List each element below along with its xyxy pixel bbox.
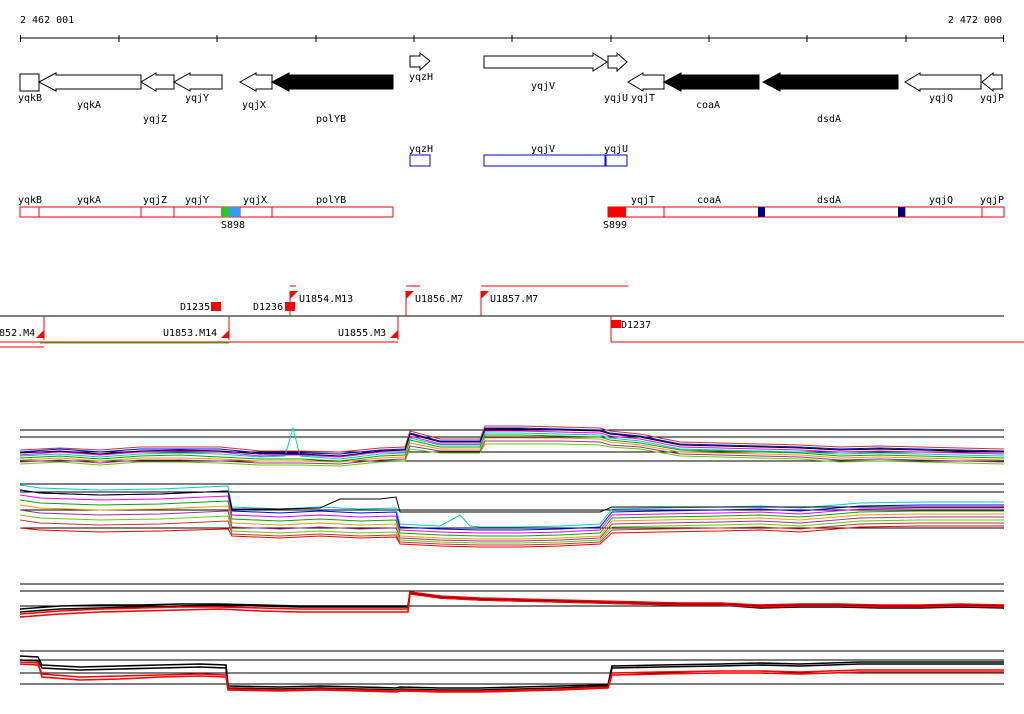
coordinate-ruler: 2 462 001 2 472 000 bbox=[20, 15, 1004, 42]
gene-dsdA[interactable]: dsdA bbox=[761, 72, 899, 125]
marker-dsdA bbox=[898, 207, 905, 217]
minus-label: coaA bbox=[697, 195, 721, 206]
gene-yqjP[interactable]: yqjP bbox=[980, 71, 1004, 104]
svg-text:yqjT: yqjT bbox=[631, 93, 655, 104]
promoter-U1853.M14[interactable]: U1853.M14 bbox=[163, 328, 229, 339]
promoter-U1856.M7[interactable]: U1856.M7 bbox=[405, 291, 463, 316]
svg-text:polYB: polYB bbox=[316, 114, 346, 125]
svg-text:U1856.M7: U1856.M7 bbox=[415, 294, 463, 305]
svg-text:yqjZ: yqjZ bbox=[143, 114, 167, 125]
gene-coaA[interactable]: coaA bbox=[662, 72, 760, 111]
svg-text:yqjP: yqjP bbox=[980, 93, 1004, 104]
svg-text:yqkA: yqkA bbox=[77, 100, 101, 111]
promoter-U1852.M4[interactable]: U1852.M4 bbox=[0, 328, 44, 339]
marker-coaA bbox=[758, 207, 765, 217]
svg-text:yqjQ: yqjQ bbox=[929, 93, 953, 104]
minus-label: yqjP bbox=[980, 195, 1004, 206]
svg-text:D1236: D1236 bbox=[253, 302, 283, 313]
promoter-U1854.M13[interactable]: U1854.M13 bbox=[289, 291, 353, 316]
gene-yqkB[interactable]: yqkB bbox=[18, 73, 42, 104]
svg-text:U1854.M13: U1854.M13 bbox=[299, 294, 353, 305]
minus-label: yqjT bbox=[631, 195, 655, 206]
expression-panel-minus-all bbox=[19, 483, 1004, 548]
gene-yqzH[interactable]: yqzH bbox=[409, 51, 433, 83]
terminator-D1237[interactable]: D1237 bbox=[611, 320, 651, 331]
gene-yqjU[interactable]: yqjU bbox=[604, 51, 628, 104]
plus-box-yqjV[interactable] bbox=[483, 154, 606, 167]
transcript-track: D1235 D1236 U1854.M13 U1856.M7 U1857.M7 … bbox=[0, 285, 1024, 348]
svg-text:yqkB: yqkB bbox=[18, 93, 42, 104]
terminator-D1236[interactable]: D1236 bbox=[253, 302, 295, 313]
segment-label-S898: S898 bbox=[221, 220, 245, 231]
end-coordinate: 2 472 000 bbox=[948, 15, 1002, 26]
gene-yqjZ[interactable]: yqjZ bbox=[140, 72, 175, 125]
svg-text:yqjV: yqjV bbox=[531, 81, 555, 92]
svg-text:U1855.M3: U1855.M3 bbox=[338, 328, 386, 339]
minus-label: polYB bbox=[316, 195, 346, 206]
segment-S898-blue[interactable] bbox=[229, 207, 240, 217]
expression-panel-plus-summary bbox=[19, 583, 1005, 618]
gene-yqjV[interactable]: yqjV bbox=[483, 52, 608, 92]
svg-text:U1852.M4: U1852.M4 bbox=[0, 328, 35, 339]
svg-text:yqzH: yqzH bbox=[409, 72, 433, 83]
gene-yqjT[interactable]: yqjT bbox=[627, 72, 665, 104]
plus-label: yqzH bbox=[409, 144, 433, 155]
segment-label-S899: S899 bbox=[603, 220, 627, 231]
svg-text:D1237: D1237 bbox=[621, 320, 651, 331]
segment-S898-green[interactable] bbox=[221, 207, 229, 217]
expression-panel-plus-all bbox=[19, 425, 1005, 467]
segment-S899[interactable] bbox=[608, 207, 626, 217]
gene-polYB[interactable]: polYB bbox=[270, 72, 394, 125]
start-coordinate: 2 462 001 bbox=[20, 15, 74, 26]
minus-label: yqkA bbox=[77, 195, 101, 206]
svg-text:U1853.M14: U1853.M14 bbox=[163, 328, 217, 339]
minus-strand-track: yqkB yqkA yqjZ yqjY yqjX polYB S898 yqjT… bbox=[18, 195, 1005, 231]
plus-label: yqjU bbox=[604, 144, 628, 155]
expression-panel-minus-summary bbox=[19, 650, 1004, 693]
svg-text:dsdA: dsdA bbox=[817, 114, 841, 125]
plus-box-yqzH[interactable] bbox=[409, 154, 431, 167]
plus-label: yqjV bbox=[531, 144, 555, 155]
svg-text:yqjY: yqjY bbox=[185, 93, 209, 104]
terminator-D1235[interactable]: D1235 bbox=[180, 302, 221, 313]
svg-text:yqjU: yqjU bbox=[604, 93, 628, 104]
plus-box-yqjU[interactable] bbox=[605, 154, 628, 167]
promoter-U1857.M7[interactable]: U1857.M7 bbox=[480, 291, 538, 316]
gene-track: yqkB yqkA yqjZ yqjY yqjX polYB yqzH yqj bbox=[18, 51, 1004, 125]
minus-label: yqjZ bbox=[143, 195, 167, 206]
promoter-U1855.M3[interactable]: U1855.M3 bbox=[338, 316, 399, 340]
svg-text:coaA: coaA bbox=[696, 100, 720, 111]
gene-yqjX[interactable]: yqjX bbox=[238, 72, 273, 111]
svg-text:D1235: D1235 bbox=[180, 302, 210, 313]
gene-yqjQ[interactable]: yqjQ bbox=[904, 72, 982, 104]
minus-label: yqjX bbox=[243, 195, 267, 206]
svg-text:yqjX: yqjX bbox=[242, 100, 266, 111]
minus-label: yqjY bbox=[185, 195, 209, 206]
minus-label: yqjQ bbox=[929, 195, 953, 206]
plus-strand-track: yqzH yqjV yqjU bbox=[409, 144, 628, 167]
minus-label: yqkB bbox=[18, 195, 42, 206]
minus-label: dsdA bbox=[817, 195, 841, 206]
gene-yqjY[interactable]: yqjY bbox=[172, 72, 223, 104]
gene-yqkA[interactable]: yqkA bbox=[37, 72, 142, 111]
svg-text:U1857.M7: U1857.M7 bbox=[490, 294, 538, 305]
